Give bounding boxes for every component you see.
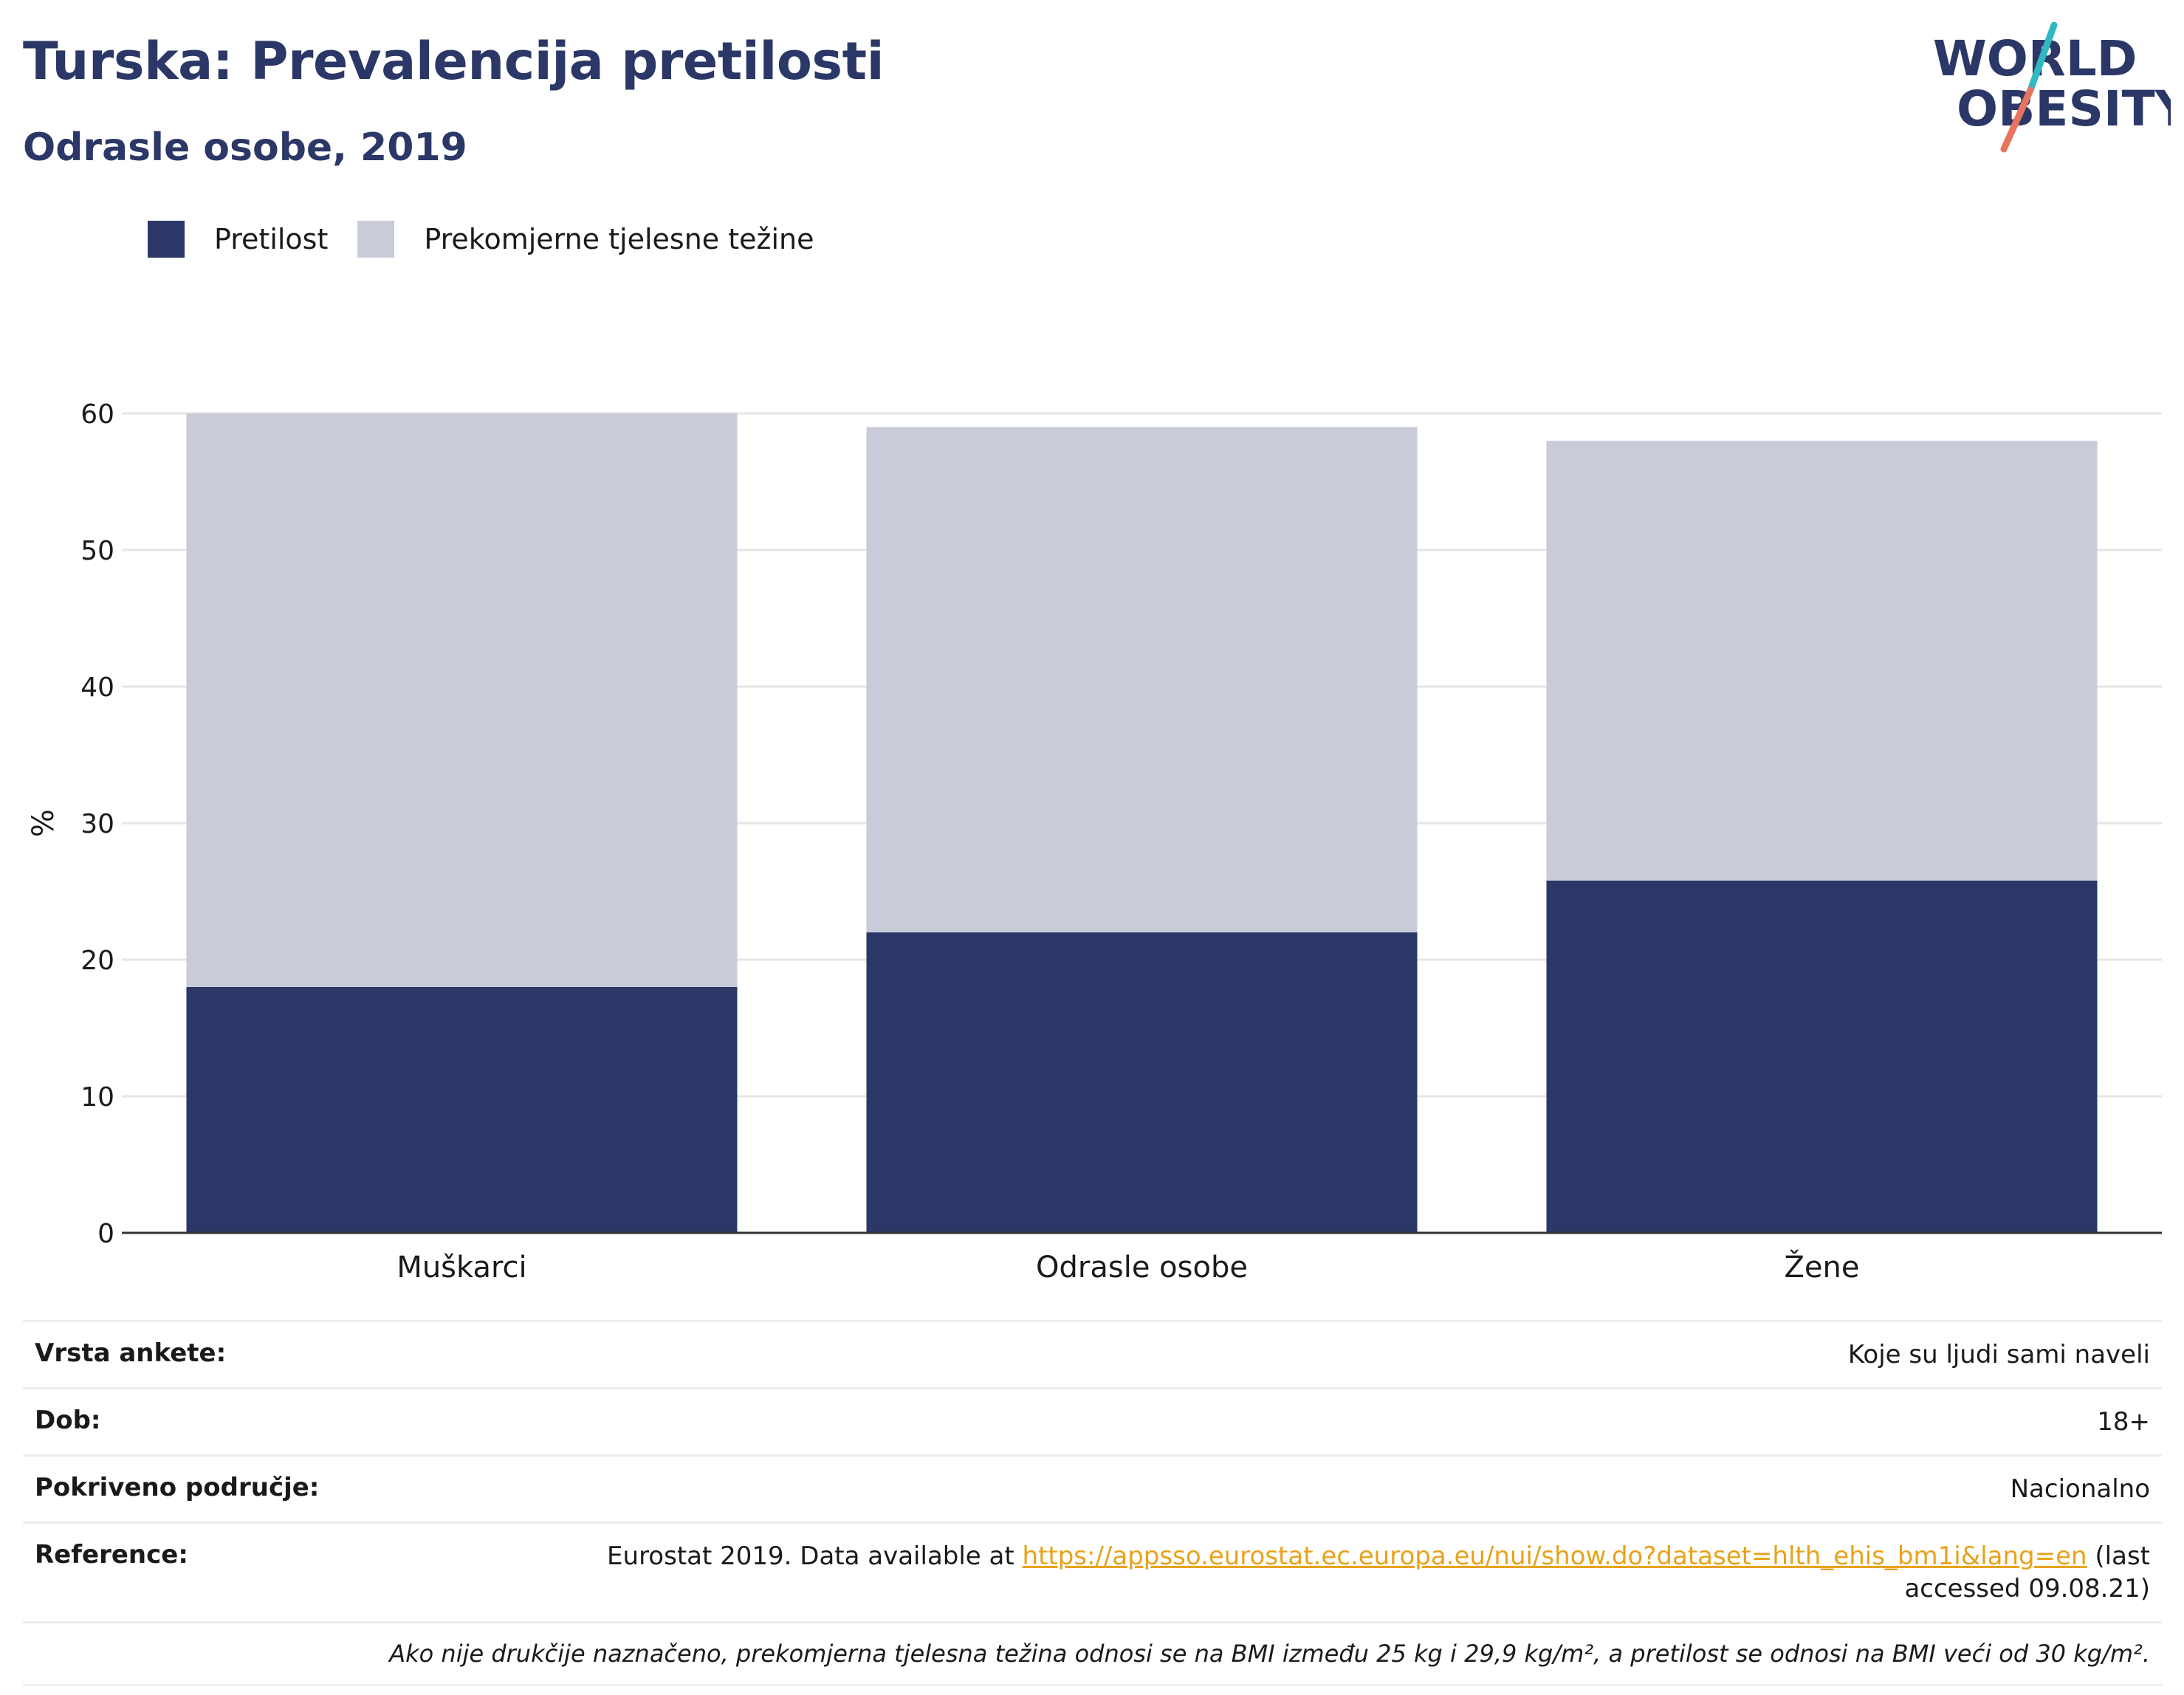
legend-swatch-overweight [357, 221, 395, 258]
info-row-age: Dob: 18+ [23, 1387, 2162, 1454]
info-row-survey-type: Vrsta ankete: Koje su ljudi sami naveli [23, 1320, 2162, 1387]
bar-obesity [1546, 880, 2098, 1233]
logo-slash-coral [2000, 86, 2034, 153]
legend-label-obesity: Pretilost [214, 223, 329, 255]
info-row-reference: Reference: Eurostat 2019. Data available… [23, 1522, 2162, 1621]
reference-prefix: Eurostat 2019. Data available at [607, 1541, 1023, 1571]
info-key: Reference: [35, 1540, 188, 1569]
world-obesity-logo: WORLD OBESITY [1933, 22, 2171, 153]
reference-suffix: (last accessed 09.08.21) [1904, 1541, 2150, 1603]
bar-overweight [1546, 441, 2098, 881]
definition-note: Ako nije drukčije naznačeno, prekomjerna… [23, 1621, 2162, 1686]
logo-text-obesity: OBESITY [1957, 80, 2171, 137]
info-key: Pokriveno područje: [35, 1473, 320, 1502]
y-tick-label: 50 [80, 536, 114, 566]
bar-obesity [866, 932, 1418, 1233]
legend-item-overweight[interactable]: Prekomjerne tjelesne težine [357, 221, 814, 258]
legend-swatch-obesity [148, 221, 185, 258]
y-tick-label: 30 [80, 809, 114, 839]
info-table: Vrsta ankete: Koje su ljudi sami naveli … [23, 1320, 2162, 1686]
bar-overweight [186, 413, 738, 987]
bar-overweight [866, 427, 1418, 932]
bar-chart: 0 10 20 30 40 50 60% Muškarci Odrasle osobe Žene [27, 399, 2162, 1285]
info-value: Nacionalno [2010, 1474, 2150, 1504]
y-axis-label: % [27, 809, 61, 837]
x-tick-label: Muškarci [396, 1251, 526, 1285]
bar-obesity [186, 987, 738, 1233]
x-tick-label: Odrasle osobe [1036, 1251, 1248, 1285]
info-value: 18+ [2097, 1407, 2150, 1437]
chart-legend: Pretilost Prekomjerne tjelesne težine [148, 219, 844, 260]
info-key: Vrsta ankete: [35, 1338, 227, 1368]
x-tick-label: Žene [1785, 1249, 1860, 1285]
y-tick-label: 10 [80, 1082, 114, 1113]
y-tick-label: 20 [80, 946, 114, 976]
y-tick-label: 0 [97, 1219, 114, 1249]
logo-slash-teal [2027, 22, 2058, 94]
reference-link[interactable]: https://appsso.eurostat.ec.europa.eu/nui… [1022, 1541, 2087, 1571]
y-tick-label: 40 [80, 673, 114, 703]
legend-label-overweight: Prekomjerne tjelesne težine [424, 223, 814, 255]
info-row-coverage: Pokriveno područje: Nacionalno [23, 1454, 2162, 1522]
chart-title: Turska: Prevalencija pretilosti [23, 31, 885, 92]
info-value: Koje su ljudi sami naveli [1847, 1340, 2150, 1369]
y-tick-label: 60 [80, 399, 114, 430]
info-key: Dob: [35, 1406, 101, 1435]
reference-value: Eurostat 2019. Data available at https:/… [563, 1540, 2150, 1605]
legend-item-obesity[interactable]: Pretilost [148, 221, 328, 258]
chart-subtitle: Odrasle osobe, 2019 [23, 126, 467, 170]
